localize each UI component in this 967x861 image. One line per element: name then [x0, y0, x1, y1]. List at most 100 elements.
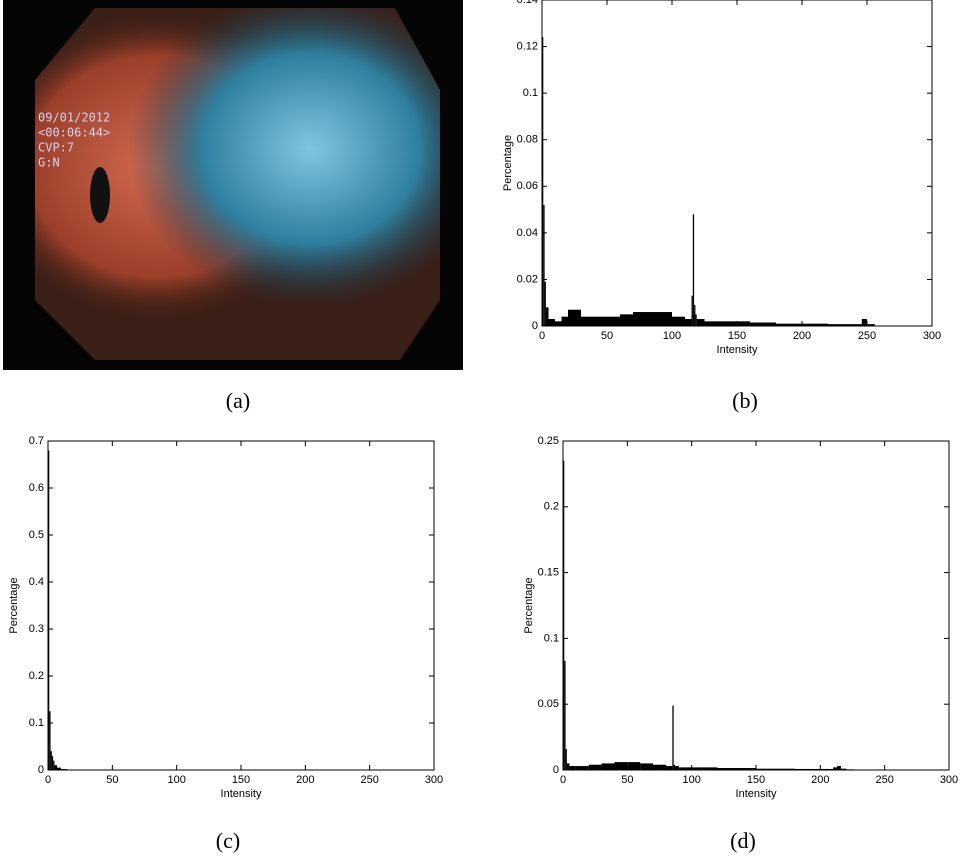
bar: [696, 319, 705, 326]
bar: [674, 766, 679, 770]
caption: (c): [216, 828, 240, 853]
x-tick-label: 250: [360, 774, 378, 786]
overlay-text: <00:06:44>: [38, 126, 110, 140]
bar: [561, 316, 568, 326]
y-tick-label: 0.5: [29, 529, 44, 541]
bar: [833, 767, 838, 770]
x-tick-label: 100: [682, 774, 700, 786]
bar: [53, 760, 55, 770]
bar: [545, 307, 549, 326]
bar: [568, 309, 581, 326]
y-tick-label: 0.12: [517, 40, 538, 52]
bar: [717, 768, 756, 770]
y-tick-label: 0: [553, 764, 559, 776]
x-tick-label: 300: [425, 774, 443, 786]
x-tick-label: 150: [747, 774, 765, 786]
bar: [867, 324, 875, 326]
bar: [588, 764, 602, 770]
bar: [575, 766, 589, 770]
bar: [695, 314, 697, 326]
x-tick-label: 100: [167, 774, 185, 786]
bar: [569, 766, 576, 770]
x-tick-label: 300: [940, 774, 958, 786]
bar: [704, 321, 724, 326]
bar: [776, 323, 802, 326]
y-tick-label: 0.3: [29, 623, 44, 635]
bar: [750, 322, 776, 326]
bar: [692, 214, 695, 326]
bar: [840, 768, 847, 770]
x-tick-label: 50: [621, 774, 633, 786]
bar: [544, 281, 546, 326]
bar: [678, 767, 692, 770]
bar: [50, 751, 52, 770]
bar: [854, 324, 862, 326]
bar: [564, 660, 566, 770]
bar: [691, 295, 693, 326]
bar: [581, 316, 594, 326]
plot-area: [563, 441, 949, 770]
bar: [756, 768, 795, 770]
bar: [672, 705, 674, 770]
bar: [691, 767, 718, 770]
photo: 09/01/2012 <00:06:44> CVP:7 G:N: [3, 0, 463, 370]
bar: [601, 763, 615, 770]
bar: [627, 762, 641, 770]
y-tick-label: 0.08: [517, 134, 538, 146]
bar: [794, 768, 834, 770]
x-tick-label: 200: [793, 330, 811, 342]
x-axis-label: Intensity: [221, 788, 262, 800]
x-tick-label: 50: [601, 330, 613, 342]
bar: [555, 321, 562, 326]
bar: [685, 319, 692, 326]
x-tick-label: 0: [539, 330, 545, 342]
y-tick-label: 0.7: [29, 435, 44, 447]
x-axis-label: Intensity: [717, 344, 758, 356]
bar: [543, 204, 545, 326]
bar: [640, 763, 654, 770]
bar: [548, 319, 555, 326]
y-tick-label: 0.6: [29, 482, 44, 494]
bar: [665, 766, 673, 770]
y-tick-label: 0.05: [538, 698, 559, 710]
bar: [659, 312, 672, 326]
overlay-text: G:N: [38, 156, 60, 170]
x-axis-label: Intensity: [736, 788, 777, 800]
bar: [565, 748, 567, 770]
y-tick-label: 0: [38, 764, 44, 776]
bar: [49, 711, 51, 770]
bar: [646, 312, 659, 326]
caption: (b): [732, 388, 758, 413]
y-axis-label: Percentage: [502, 135, 514, 191]
bar: [542, 37, 544, 326]
x-tick-label: 0: [560, 774, 566, 786]
y-tick-label: 0.1: [544, 632, 559, 644]
y-tick-label: 0.25: [538, 435, 559, 447]
bar: [594, 316, 607, 326]
x-tick-label: 300: [923, 330, 941, 342]
x-tick-label: 200: [296, 774, 314, 786]
x-tick-label: 200: [811, 774, 829, 786]
x-tick-label: 100: [663, 330, 681, 342]
x-tick-label: 150: [728, 330, 746, 342]
bar: [614, 762, 628, 770]
y-tick-label: 0.06: [517, 180, 538, 192]
bar: [566, 763, 570, 770]
y-tick-label: 0.2: [544, 501, 559, 513]
bar: [607, 316, 620, 326]
bar: [51, 755, 54, 770]
overlay-text: CVP:7: [38, 141, 74, 155]
y-tick-label: 0.2: [29, 670, 44, 682]
y-axis-label: Percentage: [8, 577, 20, 633]
bar: [802, 323, 828, 326]
bar: [673, 764, 675, 770]
y-tick-label: 0.14: [517, 0, 538, 6]
x-tick-label: 250: [858, 330, 876, 342]
bar: [48, 450, 50, 770]
caption: (d): [730, 828, 756, 853]
x-tick-label: 150: [232, 774, 250, 786]
bar: [57, 767, 61, 770]
bar: [861, 319, 867, 326]
bar: [563, 460, 565, 770]
